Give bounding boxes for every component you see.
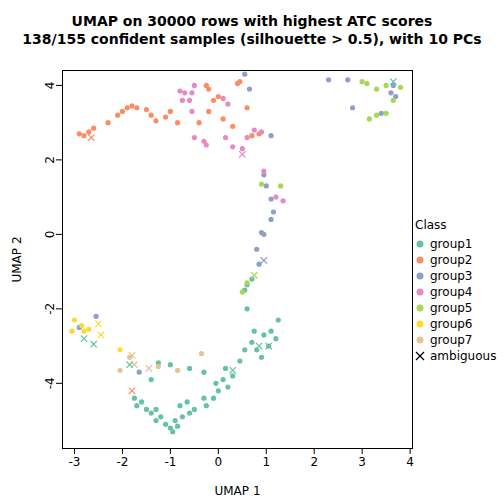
svg-text:0: 0 xyxy=(43,231,57,239)
html-text:group7: group7 xyxy=(430,333,473,347)
html-text:ambiguous: ambiguous xyxy=(430,349,497,363)
svg-text:-4: -4 xyxy=(43,377,57,389)
svg-text:-1: -1 xyxy=(164,455,176,469)
html-text:group5: group5 xyxy=(430,301,473,315)
svg-text:UMAP 2: UMAP 2 xyxy=(10,236,24,282)
svg-text:-2: -2 xyxy=(116,455,128,469)
html-text:group6: group6 xyxy=(430,317,473,331)
html-text:group4: group4 xyxy=(430,285,473,299)
svg-text:2: 2 xyxy=(43,156,57,164)
html-text:138/155 confident samples (sil: 138/155 confident samples (silhouette > … xyxy=(22,31,482,47)
svg-text:UMAP 1: UMAP 1 xyxy=(214,484,260,498)
svg-text:0: 0 xyxy=(215,455,223,469)
svg-text:2: 2 xyxy=(310,455,318,469)
svg-text:3: 3 xyxy=(358,455,366,469)
svg-text:-2: -2 xyxy=(43,303,57,315)
svg-text:4: 4 xyxy=(406,455,414,469)
html-text:group1: group1 xyxy=(430,237,473,251)
svg-text:-3: -3 xyxy=(69,455,81,469)
html-text:Class: Class xyxy=(415,218,447,232)
svg-text:1: 1 xyxy=(262,455,270,469)
html-text:UMAP on 30000 rows with highes: UMAP on 30000 rows with highest ATC scor… xyxy=(71,13,433,29)
html-text:group3: group3 xyxy=(430,269,473,283)
html-text:group2: group2 xyxy=(430,253,473,267)
svg-text:4: 4 xyxy=(43,82,57,90)
